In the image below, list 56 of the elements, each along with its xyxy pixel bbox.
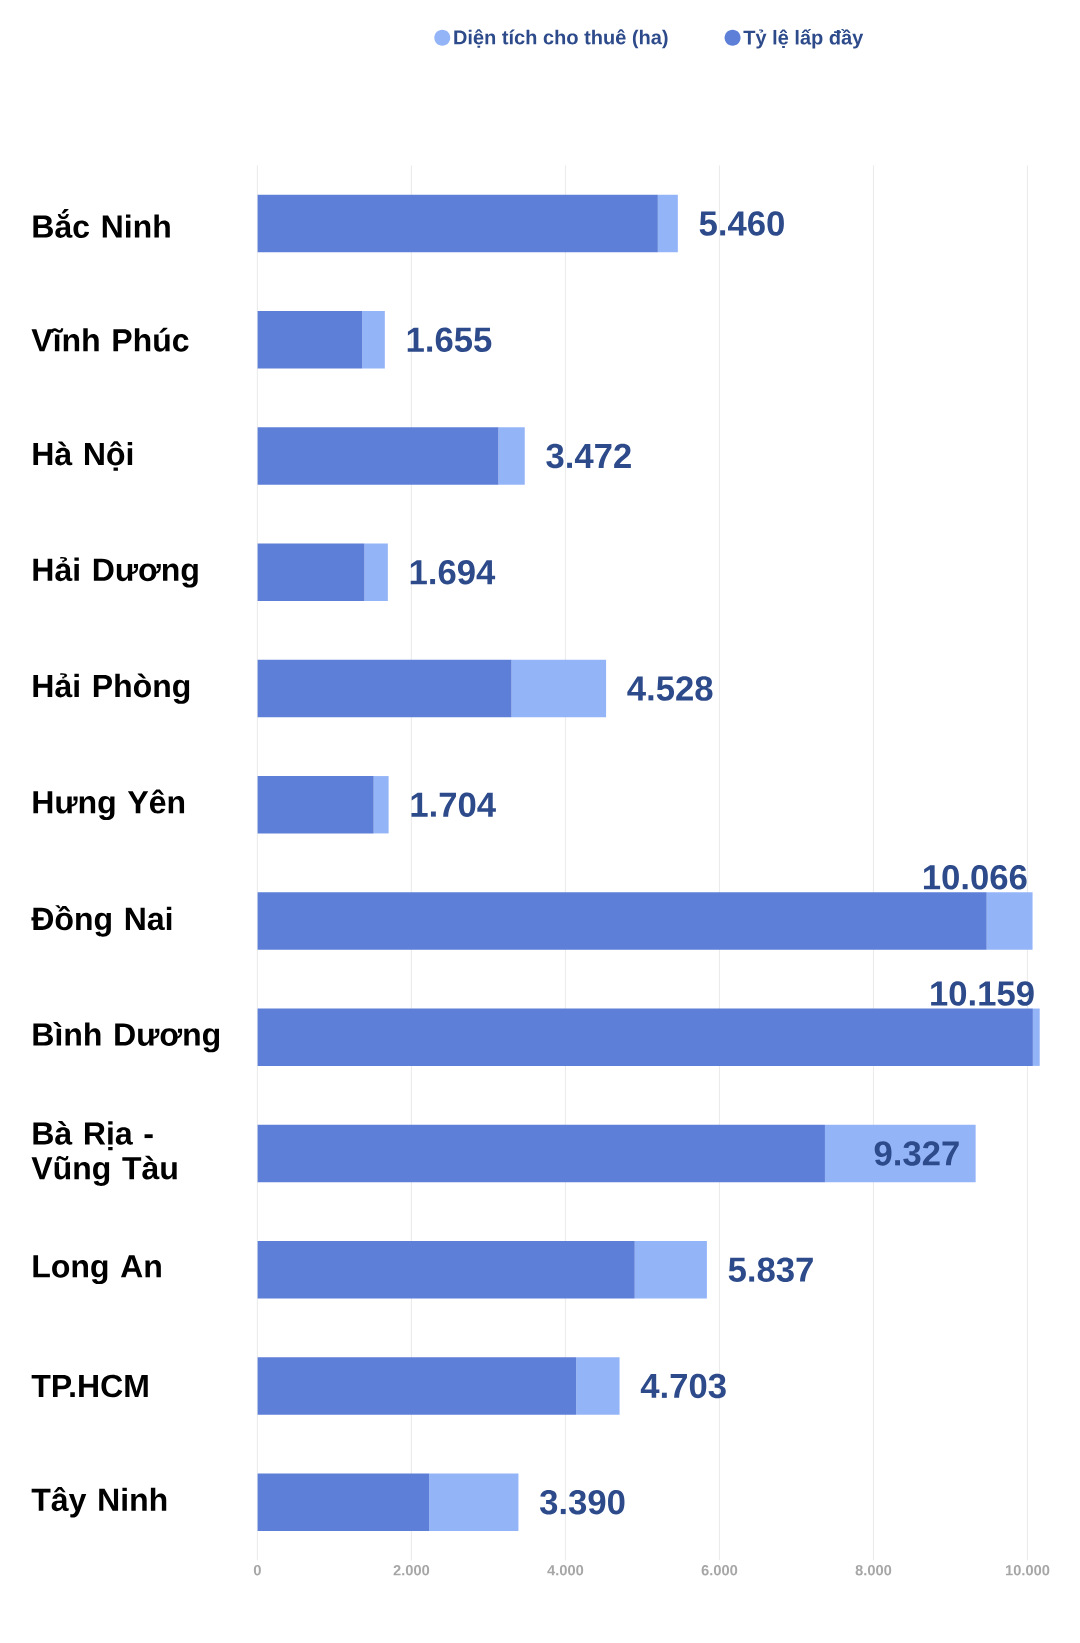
bar xyxy=(257,1357,577,1415)
bar xyxy=(498,427,525,485)
total-label: 1.694 xyxy=(410,559,496,585)
bar xyxy=(1032,1008,1040,1066)
bar xyxy=(257,776,374,834)
y-tick-label: Hải Phòng xyxy=(33,673,190,704)
total-label: 10.159 xyxy=(931,981,1034,1006)
x-tick-label: 2.000 xyxy=(393,1565,430,1576)
bar xyxy=(511,659,606,718)
y-tick-label: Long An xyxy=(33,1255,161,1285)
bar xyxy=(986,892,1033,950)
total-label: 1.704 xyxy=(411,792,496,817)
y-tick-label: Tây Ninh xyxy=(31,1486,167,1518)
bar xyxy=(576,1357,620,1415)
total-label: 5.837 xyxy=(728,1257,813,1283)
total-label: 4.528 xyxy=(627,676,713,701)
bar xyxy=(657,194,678,253)
x-tick-label: 8.000 xyxy=(855,1565,892,1576)
total-label: 3.472 xyxy=(546,443,631,469)
y-tick-label: Hải Dương xyxy=(33,556,198,588)
y-tick-label: Bà Rịa - Vũng Tàu xyxy=(31,1121,177,1186)
y-tick-label: Đồng Nai xyxy=(31,905,172,937)
bar xyxy=(257,659,512,718)
total-label: 3.390 xyxy=(539,1489,625,1515)
legend-label: Tỷ lệ lấp đầy xyxy=(743,29,864,49)
bar xyxy=(257,543,365,601)
y-tick-label: TP.HCM xyxy=(31,1374,148,1398)
total-label: 4.703 xyxy=(640,1373,726,1399)
y-tick-label: Hưng Yên xyxy=(33,789,184,821)
bar xyxy=(257,1124,825,1183)
bar xyxy=(429,1473,519,1531)
bar xyxy=(373,776,389,834)
total-label: 9.327 xyxy=(874,1141,959,1166)
y-tick-label: Bắc Ninh xyxy=(33,209,170,238)
y-tick-label: Bình Dương xyxy=(33,1022,219,1053)
bar xyxy=(257,194,658,253)
x-tick-label: 4.000 xyxy=(547,1565,584,1576)
bar xyxy=(257,1241,635,1299)
bar xyxy=(362,311,385,369)
y-tick-label: Vĩnh Phúc xyxy=(31,327,189,352)
x-tick-label: 6.000 xyxy=(701,1565,738,1576)
x-tick-label: 0 xyxy=(253,1565,261,1576)
x-tick-label: 10.000 xyxy=(1005,1565,1050,1576)
bar xyxy=(257,1008,1033,1066)
bar xyxy=(634,1241,707,1299)
legend-label: Diện tích cho thuê (ha) xyxy=(454,29,668,49)
bar xyxy=(257,892,987,950)
total-label: 1.655 xyxy=(407,327,492,353)
bar xyxy=(364,543,388,601)
bar xyxy=(257,311,363,369)
total-label: 5.460 xyxy=(699,211,784,236)
y-tick-label: Hà Nội xyxy=(33,441,133,471)
bar xyxy=(257,1473,430,1531)
bar xyxy=(824,1124,976,1183)
bar xyxy=(257,427,499,485)
total-label: 10.066 xyxy=(923,865,1027,890)
